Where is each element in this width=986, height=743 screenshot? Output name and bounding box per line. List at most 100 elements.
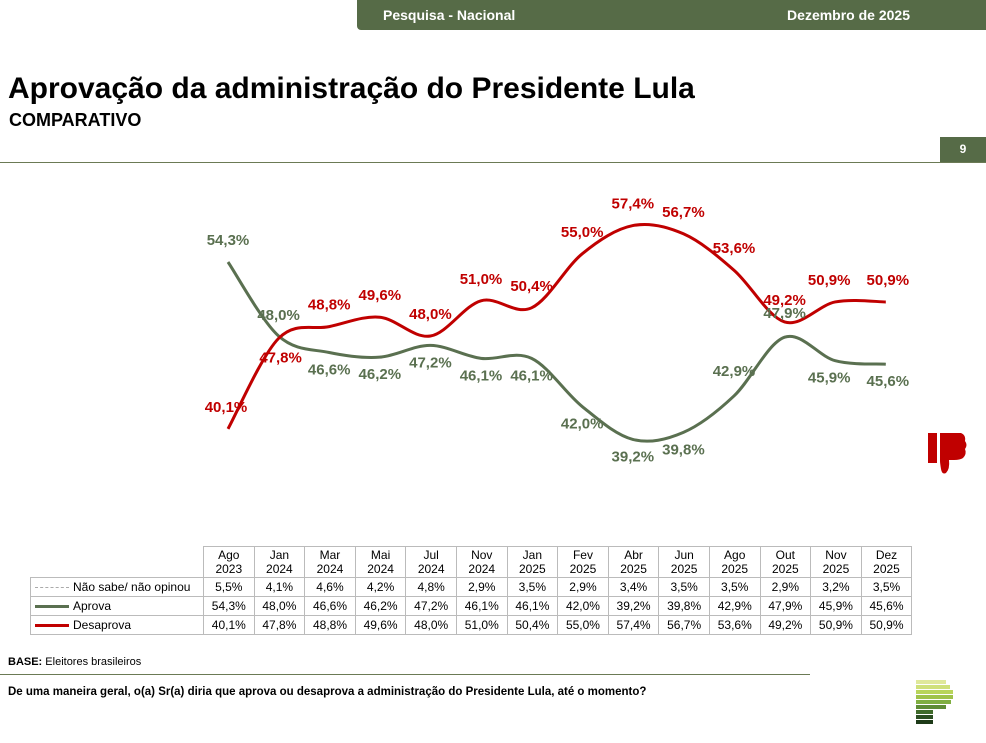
column-header: Dez 2025 bbox=[860, 546, 913, 578]
brand-logo bbox=[916, 680, 953, 724]
desaprova-data-label: 50,9% bbox=[867, 272, 910, 289]
table-cell: 3,4% bbox=[607, 577, 660, 597]
table-cell: 2,9% bbox=[557, 577, 609, 597]
table-cell: 48,8% bbox=[304, 615, 356, 635]
desaprova-data-label: 47,8% bbox=[259, 349, 302, 366]
table-row: Aprova 54,3% 48,0% 46,6% 46,2% 47,2% 46,1% 46,1… bbox=[30, 596, 913, 616]
table-cell: 3,2% bbox=[810, 577, 862, 597]
column-header: Nov 2025 bbox=[810, 546, 862, 578]
desaprova-data-label: 56,7% bbox=[662, 204, 705, 221]
page-subtitle: COMPARATIVO bbox=[9, 110, 142, 130]
column-header: Jun 2025 bbox=[658, 546, 710, 578]
desaprova-data-label: 50,4% bbox=[510, 278, 553, 295]
table-cell: 40,1% bbox=[203, 615, 255, 635]
thumbs-down-icon bbox=[928, 433, 967, 474]
table-cell: 3,5% bbox=[708, 577, 761, 597]
desaprova-data-label: 40,1% bbox=[205, 399, 248, 416]
table-cell: 42,9% bbox=[708, 596, 761, 616]
table-cell: 49,2% bbox=[759, 615, 812, 635]
legend-swatch bbox=[35, 587, 69, 589]
table-row: Desaprova 40,1% 47,8% 48,8% 49,6% 48,0% 51,0% 5… bbox=[30, 615, 913, 635]
table-cell: 45,6% bbox=[860, 596, 913, 616]
legend-swatch bbox=[35, 624, 69, 628]
table-cell: 50,4% bbox=[506, 615, 559, 635]
table-cell: 47,9% bbox=[759, 596, 812, 616]
table-cell: 4,6% bbox=[304, 577, 356, 597]
survey-date: Dezembro de 2025 bbox=[787, 7, 910, 23]
aprova-data-label: 39,2% bbox=[612, 448, 655, 465]
table-cell: 3,5% bbox=[506, 577, 559, 597]
table-cell: 54,3% bbox=[203, 596, 255, 616]
aprova-data-label: 47,2% bbox=[409, 354, 452, 371]
table-cell: 55,0% bbox=[557, 615, 609, 635]
divider bbox=[0, 162, 986, 163]
line-chart: 54,3% 48,0% 46,6% 46,2% 47,2% 46,1% 46,1% 42,0%… bbox=[205, 196, 967, 474]
column-header: Jul 2024 bbox=[405, 546, 457, 578]
column-header: Ago 2023 bbox=[203, 546, 255, 578]
table-cell: 48,0% bbox=[253, 596, 306, 616]
aprova-data-label: 47,9% bbox=[763, 305, 806, 322]
page-number: 9 bbox=[940, 137, 986, 162]
table-cell: 2,9% bbox=[759, 577, 812, 597]
desaprova-data-label: 49,2% bbox=[763, 292, 806, 309]
aprova-data-label: 48,0% bbox=[257, 307, 300, 324]
table-cell: 4,1% bbox=[253, 577, 306, 597]
column-header: Fev 2025 bbox=[557, 546, 609, 578]
column-header: Abr 2025 bbox=[607, 546, 660, 578]
column-header: Ago 2025 bbox=[708, 546, 761, 578]
row-label: Desaprova bbox=[30, 615, 204, 635]
base-note: BASE: Eleitores brasileiros bbox=[8, 656, 141, 668]
legend-swatch bbox=[35, 605, 69, 609]
table-cell: 4,8% bbox=[405, 577, 457, 597]
desaprova-data-label: 53,6% bbox=[713, 240, 756, 257]
aprova-data-label: 46,1% bbox=[510, 367, 553, 384]
table-cell: 47,2% bbox=[405, 596, 457, 616]
table-cell: 45,9% bbox=[810, 596, 862, 616]
table-cell: 57,4% bbox=[607, 615, 660, 635]
table-cell: 46,6% bbox=[304, 596, 356, 616]
data-table: Ago 2023 Jan 2024 Mar 2024 Mai 2024 Jul 2024 Nov 20… bbox=[30, 546, 913, 635]
table-cell: 56,7% bbox=[658, 615, 710, 635]
row-label: Aprova bbox=[30, 596, 204, 616]
aprova-data-label: 45,9% bbox=[808, 370, 851, 387]
aprova-data-label: 46,1% bbox=[460, 367, 503, 384]
aprova-line bbox=[226, 261, 886, 443]
column-header: Jan 2024 bbox=[253, 546, 306, 578]
table-cell: 50,9% bbox=[810, 615, 862, 635]
aprova-data-label: 46,6% bbox=[308, 361, 351, 378]
base-text: Eleitores brasileiros bbox=[42, 656, 142, 668]
table-cell: 3,5% bbox=[860, 577, 913, 597]
aprova-data-label: 46,2% bbox=[359, 366, 402, 383]
table-cell: 39,8% bbox=[658, 596, 710, 616]
column-header: Out 2025 bbox=[759, 546, 812, 578]
table-cell: 47,8% bbox=[253, 615, 306, 635]
footer-divider bbox=[0, 674, 810, 675]
column-header: Jan 2025 bbox=[506, 546, 559, 578]
table-cell: 51,0% bbox=[455, 615, 508, 635]
desaprova-data-label: 48,8% bbox=[308, 297, 351, 314]
page-title: Aprovação da administração do Presidente… bbox=[8, 72, 695, 105]
table-cell: 39,2% bbox=[607, 596, 660, 616]
desaprova-data-label: 50,9% bbox=[808, 272, 851, 289]
survey-question: De uma maneira geral, o(a) Sr(a) diria q… bbox=[8, 686, 647, 698]
aprova-data-label: 42,9% bbox=[713, 363, 756, 380]
desaprova-data-label: 51,0% bbox=[460, 271, 503, 288]
column-header: Mar 2024 bbox=[304, 546, 356, 578]
aprova-data-label: 39,8% bbox=[662, 441, 705, 458]
table-row: Não sabe/ não opinou 5,5% 4,1% 4,6% 4,2% 4,8%… bbox=[30, 577, 913, 597]
table-cell: 46,1% bbox=[455, 596, 508, 616]
aprova-data-label: 45,6% bbox=[867, 373, 910, 390]
table-cell: 46,1% bbox=[506, 596, 559, 616]
desaprova-data-label: 49,6% bbox=[359, 287, 402, 304]
base-label: BASE: bbox=[8, 656, 43, 668]
table-cell: 4,2% bbox=[354, 577, 407, 597]
table-cell: 50,9% bbox=[860, 615, 913, 635]
table-cell: 48,0% bbox=[405, 615, 457, 635]
table-cell: 53,6% bbox=[708, 615, 761, 635]
table-cell: 42,0% bbox=[557, 596, 609, 616]
aprova-data-label: 54,3% bbox=[207, 232, 250, 249]
table-cell: 46,2% bbox=[354, 596, 407, 616]
survey-label: Pesquisa - Nacional bbox=[383, 7, 516, 23]
column-header: Mai 2024 bbox=[354, 546, 407, 578]
row-label: Não sabe/ não opinou bbox=[30, 577, 204, 597]
